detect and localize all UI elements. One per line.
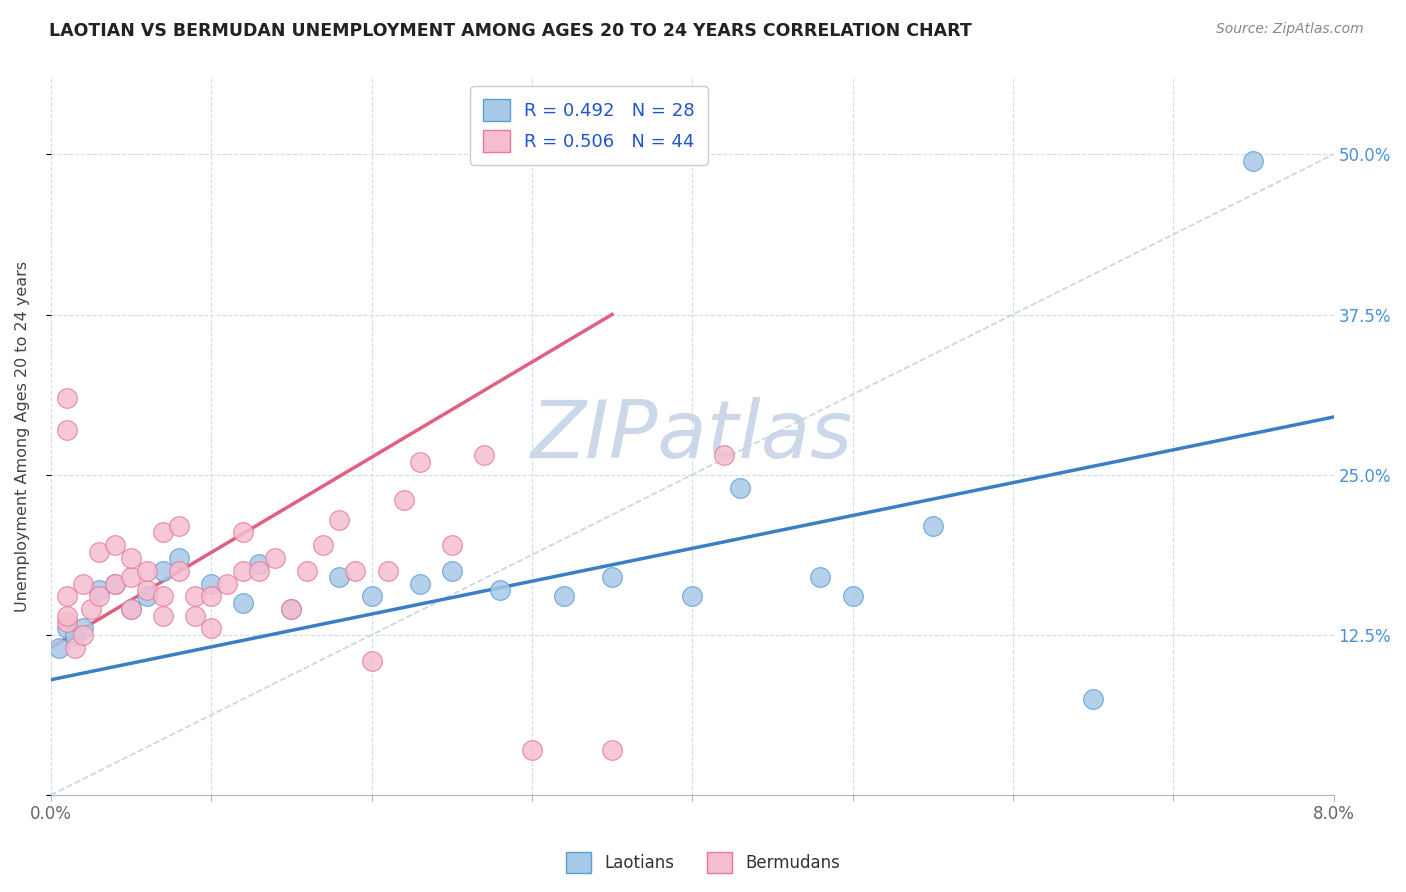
Point — [104, 576, 127, 591]
Point — [472, 449, 495, 463]
Point — [152, 590, 174, 604]
Point — [56, 615, 79, 629]
Point — [80, 602, 103, 616]
Point — [48, 640, 70, 655]
Point — [328, 570, 350, 584]
Point — [56, 391, 79, 405]
Point — [136, 590, 159, 604]
Point — [247, 564, 270, 578]
Point — [360, 590, 382, 604]
Point — [810, 570, 832, 584]
Point — [328, 512, 350, 526]
Point — [392, 493, 415, 508]
Point — [152, 525, 174, 540]
Point — [280, 602, 302, 616]
Point — [841, 590, 863, 604]
Y-axis label: Unemployment Among Ages 20 to 24 years: Unemployment Among Ages 20 to 24 years — [15, 260, 30, 612]
Point — [63, 640, 86, 655]
Point — [247, 558, 270, 572]
Point — [152, 564, 174, 578]
Point — [136, 564, 159, 578]
Point — [167, 564, 190, 578]
Point — [184, 590, 207, 604]
Point — [104, 538, 127, 552]
Point — [408, 576, 430, 591]
Point — [232, 564, 254, 578]
Point — [63, 628, 86, 642]
Point — [87, 544, 110, 558]
Point — [167, 551, 190, 566]
Point — [72, 622, 94, 636]
Point — [167, 519, 190, 533]
Point — [72, 576, 94, 591]
Point — [200, 622, 222, 636]
Point — [312, 538, 335, 552]
Point — [488, 582, 510, 597]
Point — [232, 596, 254, 610]
Point — [377, 564, 399, 578]
Point — [200, 576, 222, 591]
Point — [1081, 692, 1104, 706]
Point — [200, 590, 222, 604]
Text: LAOTIAN VS BERMUDAN UNEMPLOYMENT AMONG AGES 20 TO 24 YEARS CORRELATION CHART: LAOTIAN VS BERMUDAN UNEMPLOYMENT AMONG A… — [49, 22, 972, 40]
Point — [120, 602, 142, 616]
Point — [280, 602, 302, 616]
Point — [344, 564, 367, 578]
Point — [56, 608, 79, 623]
Point — [120, 602, 142, 616]
Point — [713, 449, 735, 463]
Point — [56, 590, 79, 604]
Point — [120, 551, 142, 566]
Point — [600, 743, 623, 757]
Point — [87, 582, 110, 597]
Point — [136, 582, 159, 597]
Point — [600, 570, 623, 584]
Point — [264, 551, 287, 566]
Point — [104, 576, 127, 591]
Point — [56, 622, 79, 636]
Point — [408, 455, 430, 469]
Point — [360, 653, 382, 667]
Point — [520, 743, 543, 757]
Point — [921, 519, 943, 533]
Point — [87, 590, 110, 604]
Point — [217, 576, 239, 591]
Point — [184, 608, 207, 623]
Legend: Laotians, Bermudans: Laotians, Bermudans — [560, 846, 846, 880]
Point — [440, 538, 463, 552]
Point — [56, 423, 79, 437]
Text: ZIPatlas: ZIPatlas — [531, 397, 853, 475]
Point — [681, 590, 703, 604]
Point — [152, 608, 174, 623]
Point — [553, 590, 575, 604]
Point — [120, 570, 142, 584]
Text: Source: ZipAtlas.com: Source: ZipAtlas.com — [1216, 22, 1364, 37]
Point — [1241, 153, 1264, 168]
Point — [730, 481, 752, 495]
Legend: R = 0.492   N = 28, R = 0.506   N = 44: R = 0.492 N = 28, R = 0.506 N = 44 — [471, 87, 707, 165]
Point — [297, 564, 319, 578]
Point — [232, 525, 254, 540]
Point — [72, 628, 94, 642]
Point — [440, 564, 463, 578]
